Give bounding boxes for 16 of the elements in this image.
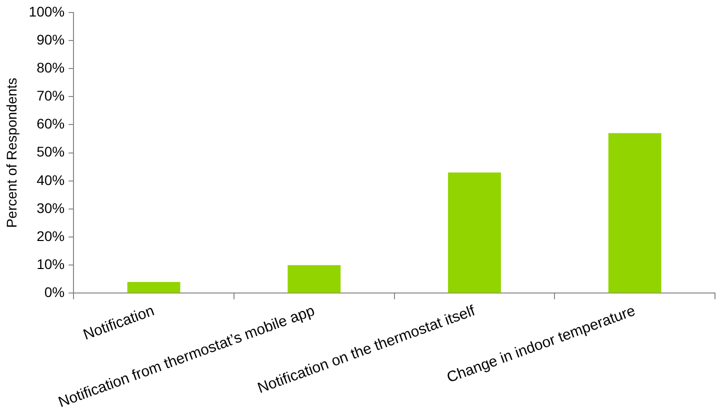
y-axis-title: Percent of Respondents xyxy=(3,78,20,228)
y-tick-label: 100% xyxy=(28,3,65,20)
y-tick-label: 40% xyxy=(36,172,65,188)
bar xyxy=(288,265,341,293)
y-tick-label: 80% xyxy=(36,59,65,76)
y-tick-label: 10% xyxy=(36,256,65,272)
y-tick-label: 90% xyxy=(36,31,65,48)
bar xyxy=(448,172,501,293)
y-tick-label: 20% xyxy=(36,228,65,244)
bar xyxy=(608,133,662,293)
y-tick-label: 30% xyxy=(36,200,65,216)
y-tick-label: 70% xyxy=(36,88,65,104)
y-tick-label: 60% xyxy=(36,116,65,132)
y-tick-label: 50% xyxy=(36,144,65,160)
y-tick-label: 0% xyxy=(44,284,65,300)
bar xyxy=(127,282,180,293)
